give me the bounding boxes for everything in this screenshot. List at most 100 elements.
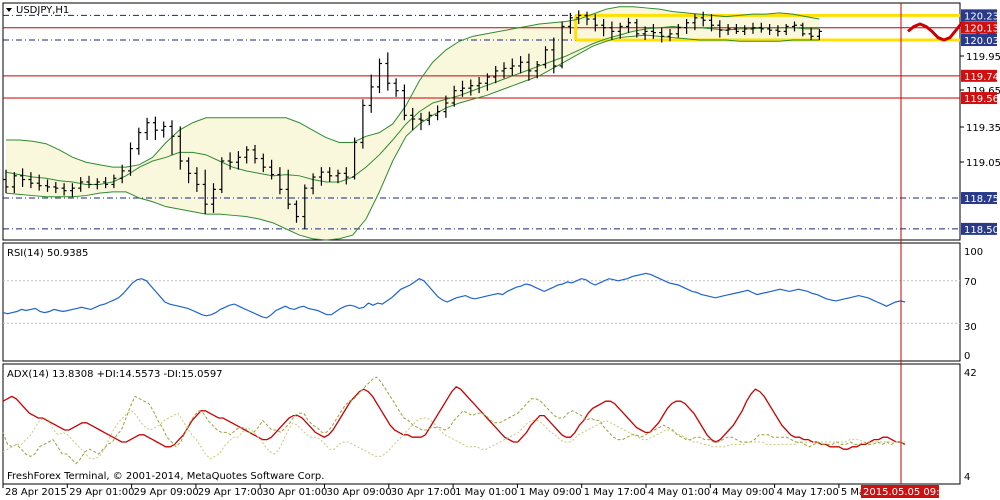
ohlc-bar <box>775 25 781 37</box>
time-label: 1 May 01:00 <box>455 487 517 498</box>
ohlc-bar <box>318 167 324 186</box>
ohlc-bar <box>393 78 399 97</box>
ohlc-bar <box>808 27 814 41</box>
ohlc-bar <box>53 181 59 194</box>
ohlc-bar <box>302 184 308 229</box>
ohlc-bar <box>360 99 366 149</box>
adx-series-di <box>2 376 906 465</box>
ohlc-bar <box>144 117 150 141</box>
cursor-time-label: 2015.05.05 09:00 <box>863 487 952 498</box>
adx-title: ADX(14) 13.8308 +DI:14.5573 -DI:15.0597 <box>7 369 223 380</box>
copyright-text: FreshForex Terminal, © 2001-2014, MetaQu… <box>7 471 324 482</box>
ohlc-bar <box>584 11 590 26</box>
ohlc-bar <box>310 173 316 195</box>
ohlc-bar <box>725 23 731 36</box>
ohlc-bar <box>177 126 183 170</box>
level-tag-text: 119.74 <box>964 72 999 83</box>
time-label: 30 Apr 01:00 <box>262 487 327 498</box>
ohlc-bar <box>609 21 615 41</box>
ohlc-bar <box>211 183 216 213</box>
ohlc-bar <box>169 120 175 155</box>
rsi-tick-label: 100 <box>964 247 983 258</box>
level-tag-text: 120.03 <box>964 36 999 47</box>
ohlc-bar <box>767 23 773 36</box>
rsi-panel[interactable]: RSI(14) 50.9385 <box>2 242 961 362</box>
ohlc-bar <box>78 177 84 192</box>
price-panel[interactable]: USDJPY,H1 <box>2 2 996 241</box>
level-tag-120.23 <box>961 9 997 22</box>
price-tick-label: 119.65 <box>966 86 1000 97</box>
time-label: 28 Apr 2015 <box>5 487 67 498</box>
ohlc-bar <box>343 167 349 185</box>
time-label: 1 May 09:00 <box>519 487 581 498</box>
ohlc-bar <box>401 84 407 121</box>
time-label: 30 Apr 09:00 <box>327 487 392 498</box>
adx-panel[interactable]: ADX(14) 13.8308 +DI:14.5573 -DI:15.0597 … <box>2 363 961 485</box>
ohlc-bar <box>385 52 391 91</box>
ohlc-bar <box>783 23 789 36</box>
price-tick-label: 119.35 <box>966 123 1000 134</box>
level-tag-text: 118.50 <box>964 225 999 236</box>
ohlc-bar <box>617 22 623 39</box>
ohlc-bar <box>526 53 532 81</box>
ohlc-bar <box>700 11 706 27</box>
panel-menu-icon[interactable] <box>6 8 12 12</box>
ohlc-bar <box>410 107 416 131</box>
ohlc-bar <box>418 112 424 131</box>
ohlc-bar <box>285 169 291 210</box>
ohlc-bar <box>327 167 333 182</box>
price-tick-label: 119.95 <box>966 52 1000 63</box>
ohlc-bar <box>235 151 241 170</box>
level-tag-118.75 <box>961 192 997 205</box>
ohlc-bar <box>426 111 432 126</box>
ohlc-bar <box>476 77 482 94</box>
ohlc-bar <box>443 95 449 118</box>
ohlc-bar <box>493 65 499 84</box>
ohlc-bar <box>509 58 515 76</box>
time-label: 29 Apr 09:00 <box>134 487 199 498</box>
ohlc-bar <box>758 22 764 33</box>
rsi-line <box>2 272 906 319</box>
ohlc-bar <box>692 14 698 31</box>
ohlc-bar <box>468 79 474 96</box>
time-label: 29 Apr 17:00 <box>198 487 263 498</box>
adx-tick-label: 42 <box>964 368 977 379</box>
ohlc-bar <box>742 25 748 36</box>
bollinger-upper-line <box>6 6 820 168</box>
ohlc-bar <box>534 61 540 79</box>
level-tag-text: 119.56 <box>964 94 999 105</box>
ohlc-bar <box>659 27 665 43</box>
price-panel-frame <box>2 2 961 241</box>
ohlc-bar <box>161 121 167 138</box>
ohlc-bar <box>294 200 299 223</box>
time-label: 4 May 01:00 <box>648 487 710 498</box>
time-label: 1 May 17:00 <box>584 487 646 498</box>
price-tick-label: 119.05 <box>966 158 1000 169</box>
rsi-tick-label: 0 <box>964 351 970 362</box>
level-tag-120.13 <box>961 21 997 34</box>
price-bars <box>3 10 822 229</box>
ohlc-bar <box>260 153 266 173</box>
adx-series-adx <box>2 385 906 450</box>
ohlc-bar <box>28 172 34 189</box>
ohlc-bar <box>792 21 797 32</box>
ohlc-bar <box>103 177 109 189</box>
ohlc-bar <box>667 28 673 42</box>
ohlc-bar <box>61 183 67 196</box>
ohlc-bar <box>277 167 283 195</box>
ohlc-bar <box>244 146 250 164</box>
ohlc-bar <box>45 179 50 192</box>
ohlc-bar <box>269 159 275 180</box>
rsi-tick-label: 70 <box>964 277 977 288</box>
ohlc-bar <box>559 21 565 69</box>
ohlc-bar <box>94 178 100 190</box>
ohlc-bar <box>194 167 200 192</box>
ohlc-bar <box>86 175 92 189</box>
ohlc-bar <box>634 19 640 38</box>
ohlc-bar <box>518 56 524 74</box>
rsi-panel-frame <box>2 242 961 362</box>
ohlc-bar <box>576 10 582 24</box>
time-label: 4 May 09:00 <box>712 487 774 498</box>
adx-lines <box>2 376 906 465</box>
